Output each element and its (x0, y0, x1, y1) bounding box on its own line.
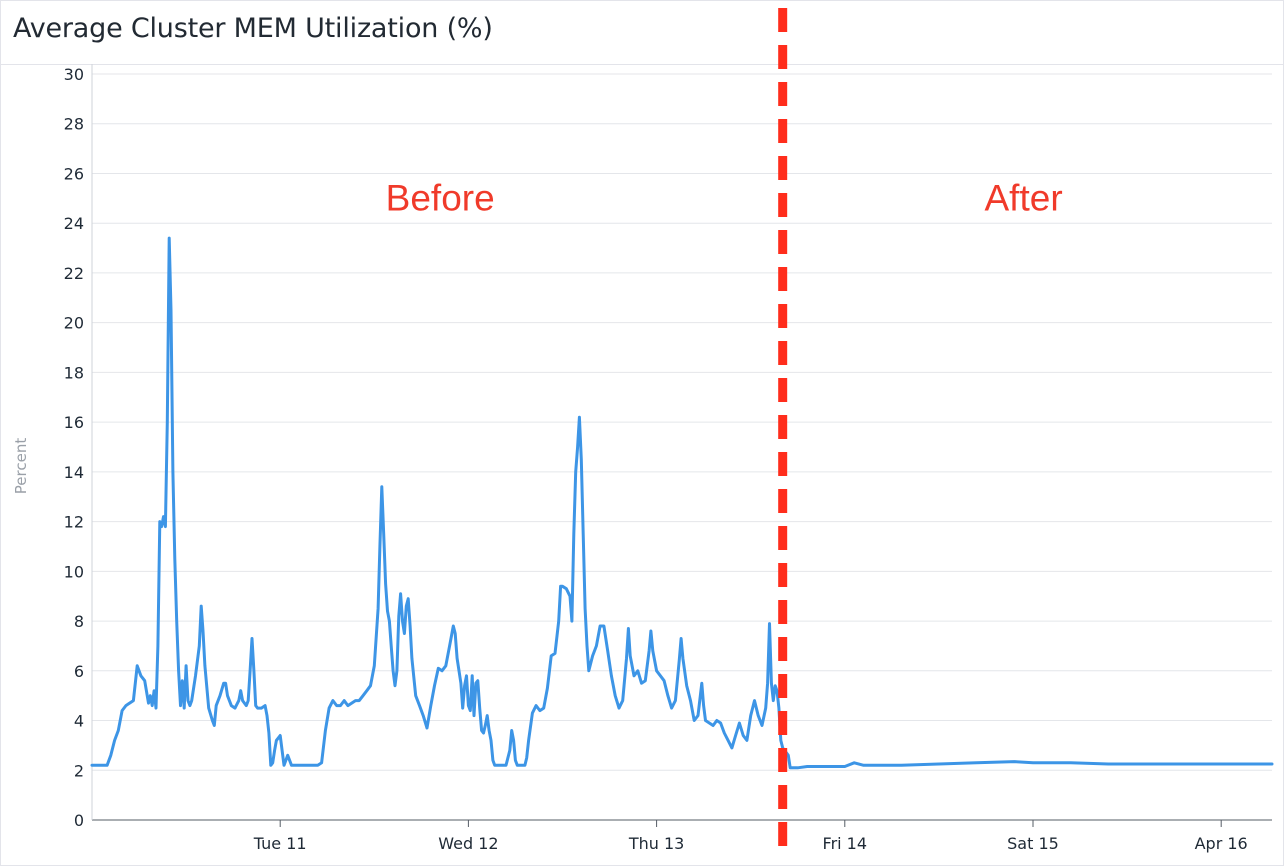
annotation-before: Before (386, 177, 495, 218)
x-tick-labels: Tue 11 Wed 12 Thu 13 Fri 14 Sat 15 Apr 16 (253, 820, 1248, 853)
grid-lines (92, 73, 1272, 771)
y-tick-label: 24 (64, 214, 84, 233)
y-tick-label: 14 (64, 463, 84, 482)
y-tick-label: 6 (74, 662, 84, 681)
x-tick-label: Fri 14 (823, 834, 868, 853)
axes (91, 64, 1272, 821)
chart-title: Average Cluster MEM Utilization (%) (13, 13, 493, 44)
x-tick-label: Wed 12 (438, 834, 498, 853)
annotation-after: After (985, 177, 1063, 218)
series-group (90, 236, 1274, 770)
y-tick-label: 22 (64, 264, 84, 283)
y-axis-label: Percent (12, 438, 30, 495)
y-tick-label: 20 (64, 314, 84, 333)
y-tick-label: 30 (64, 65, 84, 84)
y-tick-label: 16 (64, 413, 84, 432)
annotations: Before After (386, 177, 1063, 218)
y-tick-label: 4 (74, 712, 84, 731)
y-tick-label: 18 (64, 363, 84, 382)
x-tick-label: Sat 15 (1007, 834, 1059, 853)
y-tick-label: 2 (74, 761, 84, 780)
y-tick-label: 12 (64, 513, 84, 532)
series-line-0 (90, 236, 1274, 770)
chart-header: Average Cluster MEM Utilization (%) (1, 1, 1283, 65)
y-tick-label: 28 (64, 115, 84, 134)
y-tick-label: 26 (64, 164, 84, 183)
x-tick-label: Thu 13 (628, 834, 685, 853)
y-tick-label: 10 (64, 562, 84, 581)
y-tick-label: 0 (74, 811, 84, 830)
x-tick-label: Apr 16 (1195, 834, 1248, 853)
x-tick-label: Tue 11 (253, 834, 307, 853)
y-tick-label: 8 (74, 612, 84, 631)
